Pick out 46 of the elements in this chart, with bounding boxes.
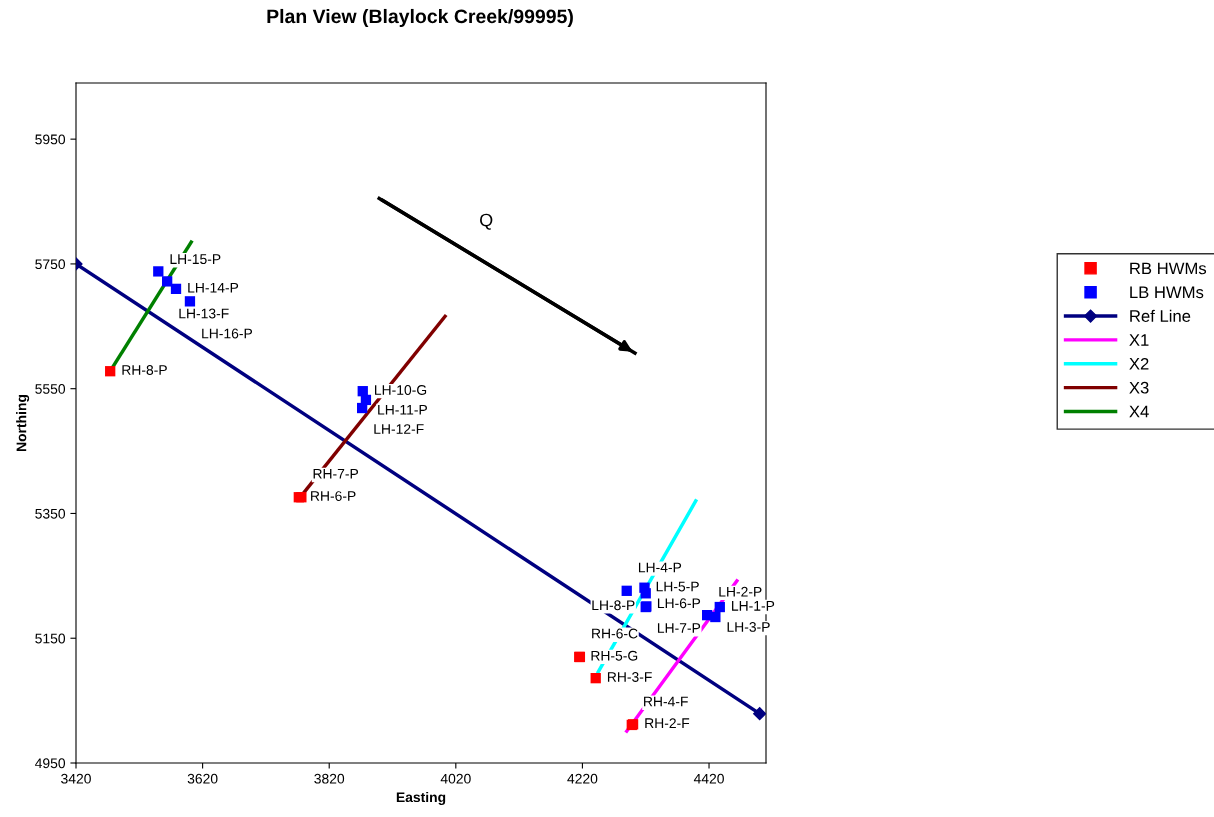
annotation: LH-12-F xyxy=(374,424,424,434)
legend-label: X1 xyxy=(1129,334,1149,346)
annotation: LH-2-P xyxy=(719,586,762,597)
annotation: LH-3-P xyxy=(727,622,770,632)
annotation: LH-10-G xyxy=(375,385,427,395)
annotation: RH-5-G xyxy=(591,650,638,661)
annotation: LH-15-P xyxy=(170,254,221,265)
annotation: RH-3-F xyxy=(607,672,652,682)
annotation: RH-6-P xyxy=(311,491,356,501)
y-axis-title: Northing xyxy=(16,395,30,451)
annotation: Q xyxy=(480,213,493,230)
x-tick-label: 4020 xyxy=(440,773,471,784)
annotation: LH-8-P xyxy=(592,600,635,611)
annotation: RH-8-P xyxy=(122,365,167,375)
annotation: LH-14-P xyxy=(188,282,239,293)
legend-label: Ref Line xyxy=(1130,309,1191,322)
legend-label: X2 xyxy=(1129,357,1149,370)
x-tick-label: 4220 xyxy=(567,773,598,784)
chart-title: Plan View (Blaylock Creek/99995) xyxy=(267,8,573,28)
y-tick-label: 4950 xyxy=(35,758,66,769)
annotation: LH-11-P xyxy=(378,405,427,415)
y-tick-label: 5950 xyxy=(35,134,66,145)
legend-label: RB HWMs xyxy=(1130,262,1207,275)
annotation: RH-4-F xyxy=(644,696,688,707)
annotation: LH-7-P xyxy=(657,623,701,633)
annotation: LH-1-P xyxy=(732,601,775,611)
y-tick-label: 5750 xyxy=(35,259,66,270)
legend-label: X4 xyxy=(1129,405,1149,418)
x-tick-label: 3620 xyxy=(187,773,218,784)
x-tick-label: 3420 xyxy=(61,773,91,784)
y-tick-label: 5350 xyxy=(35,508,66,519)
annotation: LH-5-P xyxy=(656,581,699,592)
annotation: LH-6-P xyxy=(657,598,701,609)
annotation: RH-6-C xyxy=(592,628,638,639)
annotation: LH-4-P xyxy=(638,562,682,573)
y-tick-label: 5150 xyxy=(35,633,66,644)
annotation: LH-16-P xyxy=(202,328,253,339)
annotation: RH-7-P xyxy=(313,469,359,479)
legend-label: X3 xyxy=(1129,381,1149,394)
legend-label: LB HWMs xyxy=(1130,286,1204,299)
x-tick-label: 4420 xyxy=(693,773,724,784)
x-tick-label: 3820 xyxy=(314,773,345,784)
y-tick-label: 5550 xyxy=(35,384,66,394)
x-axis-title: Easting xyxy=(396,791,446,805)
annotation: RH-2-F xyxy=(645,718,690,728)
annotation: LH-13-F xyxy=(179,308,229,319)
